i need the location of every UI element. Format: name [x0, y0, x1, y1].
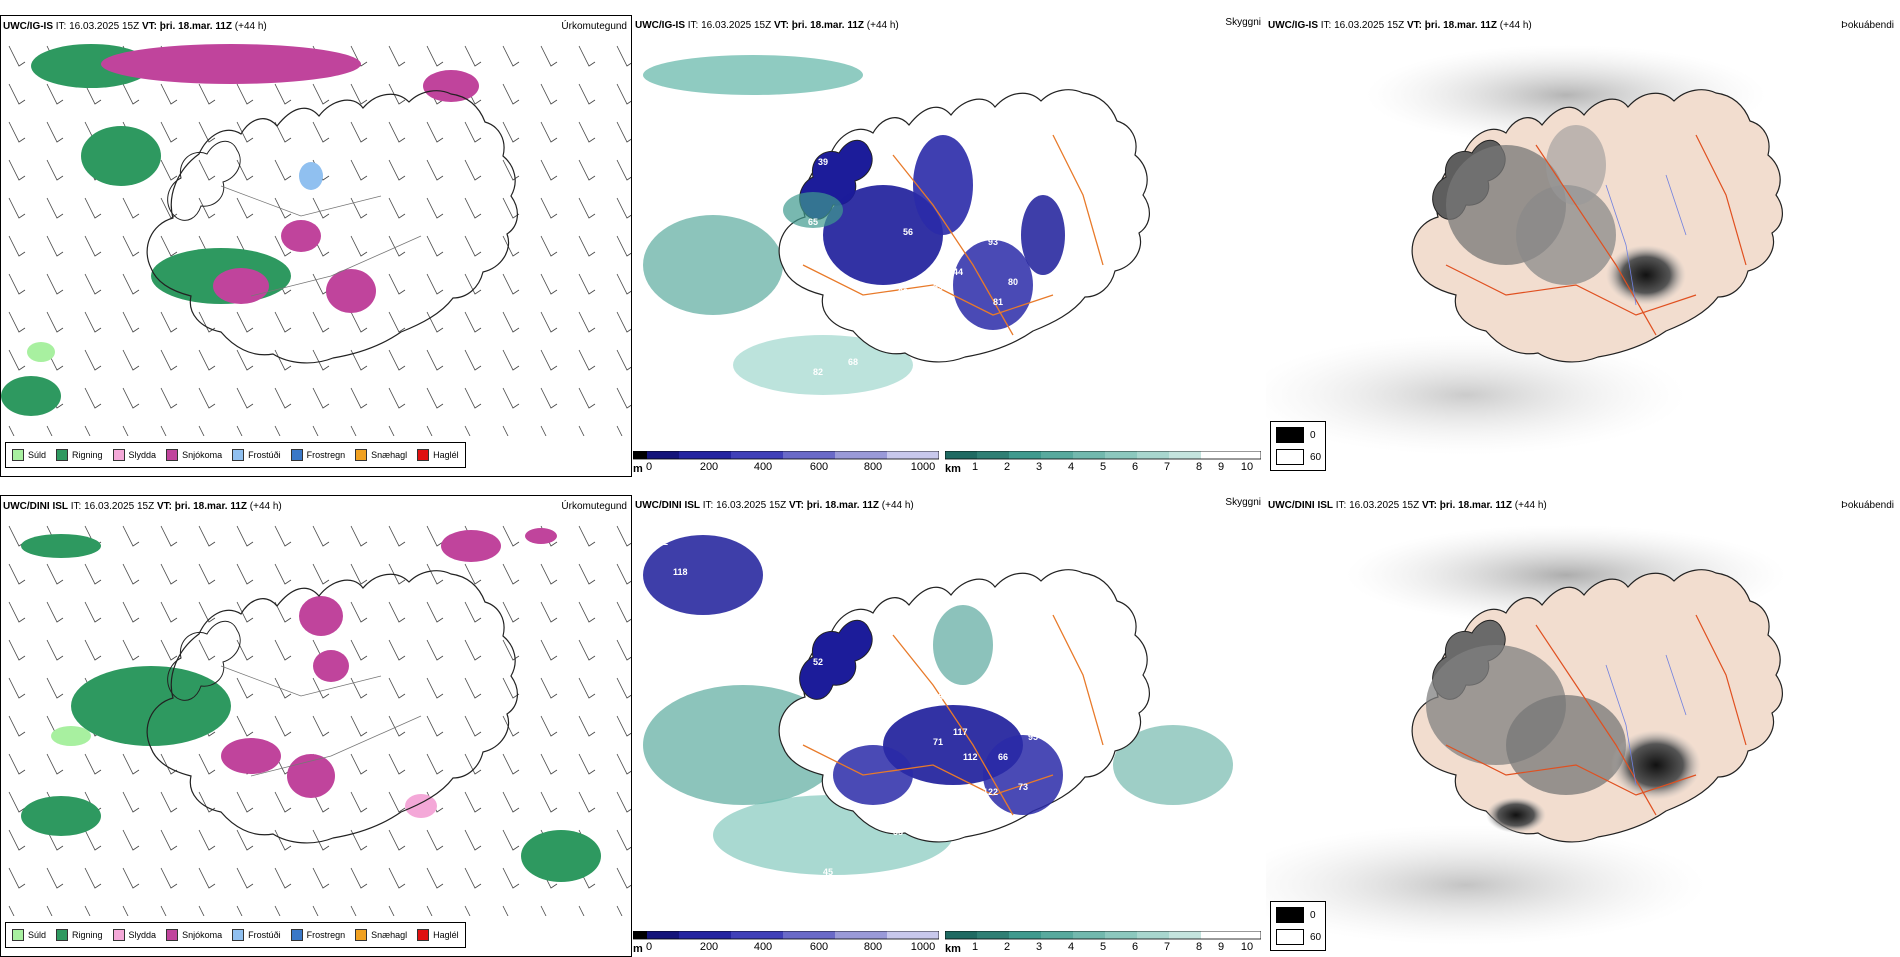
- legend-item-snow: Snjókoma: [166, 449, 222, 461]
- visibility-value-label: 68: [848, 357, 858, 367]
- visibility-value-labels: 72 50 49 39 55 48 65 56 104 93 44 63 62 80 81 64 75 82 68 1…: [703, 82, 1053, 377]
- fog-legend: 0 60: [1270, 901, 1326, 951]
- visibility-value-label: 44: [953, 267, 963, 277]
- visibility-value-label: 43: [713, 657, 723, 667]
- panel-title: Úrkomutegund: [561, 501, 627, 512]
- visibility-value-label: 45: [823, 867, 833, 877]
- visibility-value-label: 72: [713, 97, 723, 107]
- panel-title: Þokuábendi: [1841, 20, 1894, 31]
- fog-map: [1266, 525, 1786, 945]
- visibility-value-label: 52: [813, 657, 823, 667]
- panel-title: Skyggni: [1225, 497, 1261, 508]
- visibility-value-label: 118: [673, 567, 688, 577]
- legend-item-snow-pellets: Snæhagl: [355, 449, 407, 461]
- visibility-value-label: 71: [933, 737, 943, 747]
- visibility-value-label: 49: [743, 157, 753, 167]
- fog-panel-top: UWC/IG-IS IT: 16.03.2025 15Z VT: þri. 18…: [1266, 15, 1898, 477]
- fog-map: [1266, 45, 1784, 455]
- visibility-value-label: 63: [933, 282, 943, 292]
- panel-header: UWC/DINI ISL IT: 16.03.2025 15Z VT: þri.…: [635, 500, 914, 511]
- visibility-scale: km 1 2 3 4 5 6 7 8 9 10: [945, 451, 1261, 475]
- visibility-value-label: 49: [733, 652, 743, 662]
- legend-item-rain: Rigning: [56, 449, 103, 461]
- visibility-value-label: 112: [963, 752, 978, 762]
- visibility-value-label: 64: [918, 317, 928, 327]
- visibility-value-label: 55: [893, 827, 903, 837]
- visibility-value-label: 50: [733, 127, 743, 137]
- visibility-value-label: 104: [973, 207, 988, 217]
- visibility-value-label: 55: [863, 177, 873, 187]
- visibility-value-label: 686: [1028, 887, 1043, 897]
- visibility-panel-top: UWC/IG-IS IT: 16.03.2025 15Z VT: þri. 18…: [633, 15, 1265, 477]
- panel-header: UWC/DINI ISL IT: 16.03.2025 15Z VT: þri.…: [1268, 500, 1547, 511]
- panel-header: UWC/DINI ISL IT: 16.03.2025 15Z VT: þri.…: [3, 501, 282, 512]
- visibility-value-label: 48: [703, 197, 713, 207]
- visibility-map: 102 118 155 160 43 49 59 44 52 128 117 95 71 112 66 73 1…: [643, 535, 1233, 915]
- legend-item-freezing-drizzle: Frostúði: [232, 929, 281, 941]
- panel-title: Úrkomutegund: [561, 21, 627, 32]
- visibility-value-label: 93: [988, 237, 998, 247]
- legend-item-snow-pellets: Snæhagl: [355, 929, 407, 941]
- visibility-value-label: 777: [988, 902, 1003, 912]
- visibility-map: 72 50 49 39 55 48 65 56 104 93 44 63 62 80 81 64 75 82 68 1…: [643, 55, 1151, 395]
- visibility-value-label: 81: [993, 297, 1003, 307]
- precip-map: [1, 516, 631, 916]
- height-scale: m 0 200 400 600 800 1000: [633, 451, 939, 475]
- precip-panel-top: UWC/IG-IS IT: 16.03.2025 15Z VT: þri. 18…: [0, 15, 632, 477]
- legend-item-freezing-rain: Frostregn: [290, 929, 345, 941]
- visibility-value-label: 122: [938, 362, 953, 372]
- visibility-value-label: 81: [983, 907, 993, 915]
- visibility-value-label: 82: [813, 367, 823, 377]
- legend-item-sleet: Slydda: [112, 449, 156, 461]
- legend-item-freezing-rain: Frostregn: [290, 449, 345, 461]
- panel-title: Skyggni: [1225, 17, 1261, 28]
- visibility-value-label: 113: [978, 802, 993, 812]
- visibility-value-label: 102: [653, 537, 668, 547]
- fog-panel-bottom: UWC/DINI ISL IT: 16.03.2025 15Z VT: þri.…: [1266, 495, 1898, 957]
- legend-item-hail: Haglél: [417, 929, 459, 941]
- visibility-value-label: 155: [688, 617, 703, 627]
- visibility-value-label: 62: [1043, 817, 1053, 827]
- visibility-scale: km 1 2 3 4 5 6 7 8 9 10: [945, 931, 1261, 955]
- visibility-value-label: 160: [678, 637, 693, 647]
- legend-item-freezing-drizzle: Frostúði: [232, 449, 281, 461]
- legend-item-sleet: Slydda: [112, 929, 156, 941]
- visibility-value-label: 95: [1028, 732, 1038, 742]
- panel-header: UWC/IG-IS IT: 16.03.2025 15Z VT: þri. 18…: [1268, 20, 1532, 31]
- visibility-value-label: 117: [953, 727, 968, 737]
- visibility-value-label: 56: [903, 227, 913, 237]
- visibility-value-labels: 102 118 155 160 43 49 59 44 52 128 117 95 71 112 66 73 1…: [653, 537, 1053, 915]
- legend-item-rain: Rigning: [56, 929, 103, 941]
- legend-item-snow: Snjókoma: [166, 929, 222, 941]
- visibility-value-label: 62: [898, 287, 908, 297]
- visibility-panel-bottom: UWC/DINI ISL IT: 16.03.2025 15Z VT: þri.…: [633, 495, 1265, 957]
- visibility-value-label: 73: [1018, 782, 1028, 792]
- panel-header: UWC/IG-IS IT: 16.03.2025 15Z VT: þri. 18…: [3, 21, 267, 32]
- panel-title: Þokuábendi: [1841, 500, 1894, 511]
- legend-item-drizzle: Súld: [12, 929, 46, 941]
- panel-header: UWC/IG-IS IT: 16.03.2025 15Z VT: þri. 18…: [635, 20, 899, 31]
- precip-legend: Súld Rigning Slydda Snjókoma Frostúði Fr…: [5, 922, 466, 948]
- visibility-value-label: 128: [928, 692, 943, 702]
- legend-item-drizzle: Súld: [12, 449, 46, 461]
- visibility-value-label: 122: [983, 787, 998, 797]
- legend-item-hail: Haglél: [417, 449, 459, 461]
- visibility-value-label: 75: [898, 337, 908, 347]
- visibility-value-label: 61: [903, 887, 913, 897]
- visibility-value-label: 80: [1008, 277, 1018, 287]
- visibility-value-label: 66: [998, 752, 1008, 762]
- visibility-value-label: 65: [808, 217, 818, 227]
- precip-map: [1, 36, 631, 436]
- fog-legend: 0 60: [1270, 421, 1326, 471]
- visibility-value-label: 59: [763, 632, 773, 642]
- visibility-value-label: 44: [783, 647, 793, 657]
- precip-legend: Súld Rigning Slydda Snjókoma Frostúði Fr…: [5, 442, 466, 468]
- precip-panel-bottom: UWC/DINI ISL IT: 16.03.2025 15Z VT: þri.…: [0, 495, 632, 957]
- visibility-value-label: 39: [818, 157, 828, 167]
- visibility-value-label: 138: [1038, 82, 1053, 92]
